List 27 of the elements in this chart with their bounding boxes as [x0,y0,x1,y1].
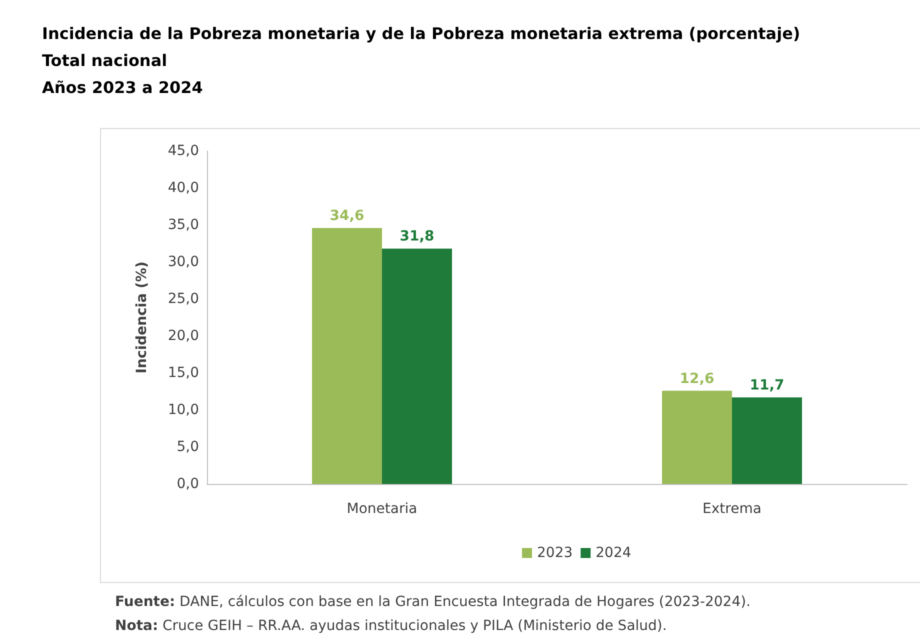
text: Nota: Cruce GEIH – RR.AA. ayudas institucionales y PILA (Ministerio de Salud). [115,617,668,636]
bar [382,248,452,484]
data-label: 11,7 [750,377,784,394]
y-tick-label: 5,0 [176,439,199,455]
source-note: Fuente: DANE, cálculos con base en la Gran Encuesta Integrada de Hogares (2023-2024). [115,593,751,612]
legend-label: 2023 [537,545,573,561]
y-tick-label: 45,0 [168,143,199,159]
y-tick-label: 15,0 [168,365,199,381]
legend-label: 2024 [596,545,632,561]
y-tick-label: 0,0 [176,476,199,492]
x-tick-label: Extrema [702,501,762,517]
chart-subtitle: Total nacional Años 2023 a 2024 [42,50,204,99]
y-tick-label: 35,0 [168,217,199,233]
data-label: 12,6 [680,370,714,387]
chart-title: Incidencia de la Pobreza monetaria y de la Pobreza monetaria extrema (porcentaje) [42,23,800,45]
x-tick-label: Monetaria [346,501,418,517]
y-tick-label: 20,0 [168,328,199,344]
y-tick-label: 30,0 [168,254,199,270]
bar [662,390,732,484]
bar [732,397,802,484]
data-label: 34,6 [330,208,364,224]
y-tick-label: 25,0 [168,291,199,307]
bar [312,228,382,484]
y-tick-label: 40,0 [168,180,199,196]
data-label: 31,8 [400,228,434,245]
y-axis-title: Incidencia (%) [134,262,150,374]
y-tick-label: 10,0 [168,402,199,418]
